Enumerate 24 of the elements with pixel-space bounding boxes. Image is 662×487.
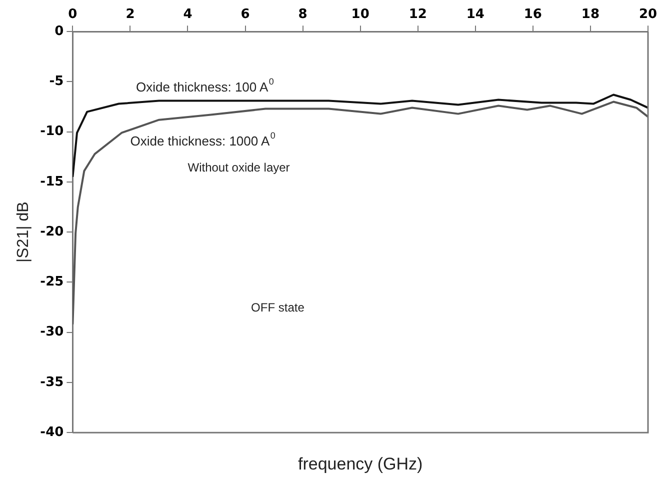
y-tick-label: -15: [40, 174, 64, 190]
annotation: OFF state: [251, 300, 305, 315]
x-tick-label: 20: [638, 7, 658, 22]
y-tick-label: -20: [40, 224, 64, 240]
x-tick-label: 0: [68, 7, 78, 22]
y-tick-label: -25: [40, 274, 64, 290]
x-tick-label: 16: [524, 7, 542, 22]
x-axis-title: frequency (GHz): [298, 454, 423, 474]
x-tick-label: 8: [298, 7, 308, 22]
y-tick-label: 0: [54, 24, 64, 39]
x-tick-label: 12: [408, 7, 427, 22]
y-tick-label: -30: [40, 324, 64, 340]
x-tick-label: 10: [351, 7, 370, 22]
y-tick-label: -10: [40, 124, 64, 140]
y-tick-label: -5: [49, 74, 64, 90]
y-axis-title: |S21| dB: [15, 202, 32, 262]
x-tick-label: 4: [183, 7, 192, 22]
x-tick-label: 6: [240, 7, 250, 22]
x-tick-label: 14: [466, 7, 484, 22]
x-tick-label: 18: [581, 7, 600, 22]
annotation: Without oxide layer: [188, 160, 290, 174]
x-tick-label: 2: [126, 7, 135, 22]
y-tick-label: -35: [40, 374, 64, 390]
y-tick-label: -40: [40, 424, 64, 440]
